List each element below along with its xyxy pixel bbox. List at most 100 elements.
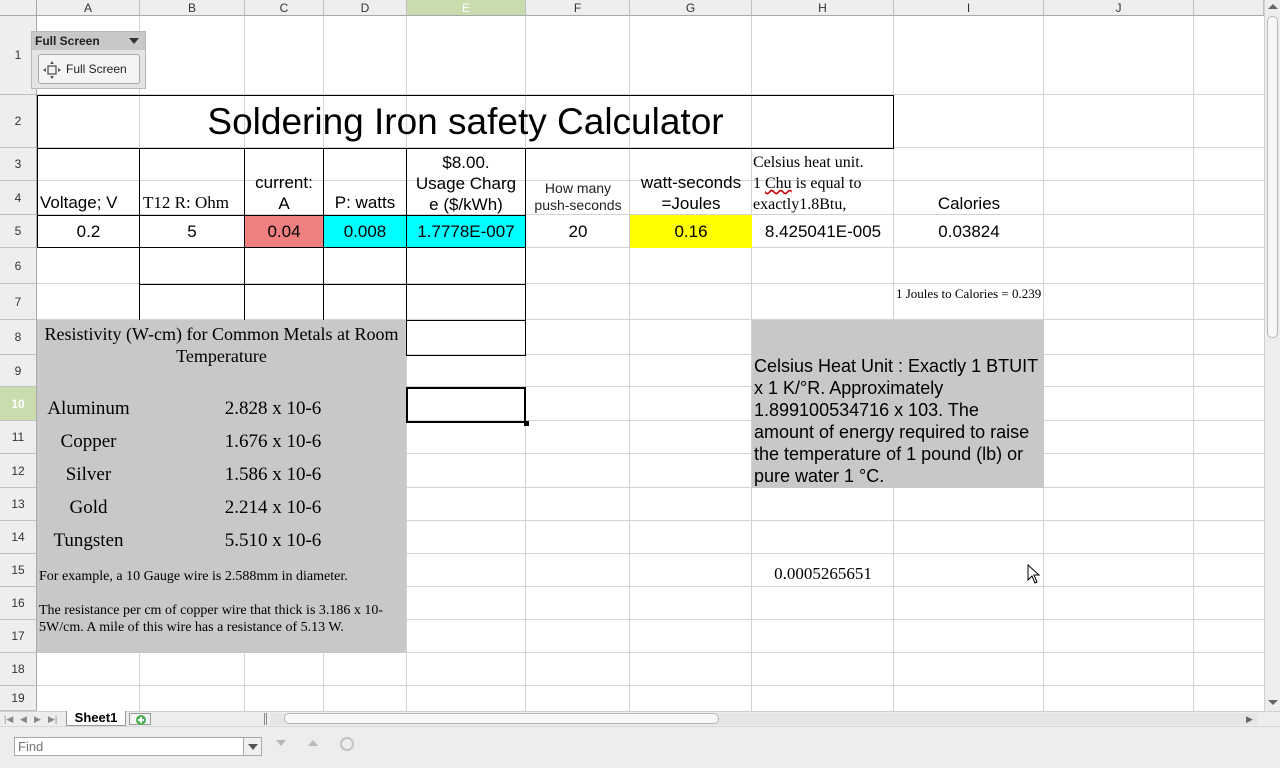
header-chu-line1: Celsius heat unit.: [753, 154, 864, 171]
column-gridline: [525, 16, 526, 711]
metal-name: Copper: [60, 431, 117, 452]
calculator-title: Soldering Iron safety Calculator: [37, 95, 894, 149]
toolbar-menu-arrow-icon[interactable]: [129, 38, 139, 44]
mouse-pointer-icon: [1027, 564, 1041, 584]
add-sheet-button[interactable]: [129, 713, 151, 725]
scroll-up-arrow-icon[interactable]: [1268, 4, 1278, 9]
row-gridline: [37, 283, 1264, 284]
row-gridline: [37, 94, 1264, 95]
value-power[interactable]: 0.008: [323, 215, 407, 248]
column-header-h[interactable]: H: [752, 0, 894, 16]
header-voltage: Voltage; V: [37, 148, 140, 216]
row-header-17[interactable]: 17: [0, 620, 37, 653]
conversion-note: 1 Joules to Calories = 0.239: [896, 286, 1042, 301]
find-dropdown-button[interactable]: [243, 738, 261, 755]
row-gridline: [37, 386, 1264, 387]
find-previous-icon[interactable]: [308, 740, 318, 746]
row-header-13[interactable]: 13: [0, 488, 37, 521]
column-gridline: [1193, 16, 1194, 711]
selected-cell-e10[interactable]: [406, 387, 526, 423]
row-header-18[interactable]: 18: [0, 653, 37, 686]
value-current[interactable]: 0.04: [244, 215, 324, 248]
scroll-down-arrow-icon[interactable]: [1268, 700, 1278, 705]
row-header-14[interactable]: 14: [0, 521, 37, 554]
fullscreen-button[interactable]: Full Screen: [38, 54, 140, 84]
header-chu-line2-pre: 1: [753, 175, 765, 192]
empty-cell-e8[interactable]: [406, 320, 526, 356]
column-header-a[interactable]: A: [37, 0, 140, 16]
value-celsius-heat-unit[interactable]: 8.425041E-005: [764, 221, 882, 241]
header-chu-line2-post: is equal to: [791, 175, 862, 192]
empty-cell-d6[interactable]: [323, 247, 407, 285]
empty-cell-e6[interactable]: [406, 247, 526, 285]
horizontal-scroll-thumb[interactable]: [284, 713, 719, 724]
header-usage-line2: Usage Charg: [415, 174, 517, 193]
first-sheet-icon[interactable]: |◀: [4, 714, 14, 724]
metal-resistivity-value: 2.828 x 10-6: [224, 398, 322, 419]
empty-cell-d7[interactable]: [323, 284, 407, 321]
value-push-seconds[interactable]: 20: [568, 221, 588, 241]
vertical-scroll-thumb[interactable]: [1267, 16, 1278, 338]
row-header-11[interactable]: 11: [0, 421, 37, 454]
column-header-f[interactable]: F: [526, 0, 630, 16]
vertical-scrollbar[interactable]: [1264, 0, 1280, 711]
column-header-j[interactable]: J: [1044, 0, 1194, 16]
column-header-c[interactable]: C: [245, 0, 324, 16]
row-header-16[interactable]: 16: [0, 587, 37, 620]
row-header-12[interactable]: 12: [0, 454, 37, 488]
header-chu-word: Chu: [765, 175, 792, 192]
column-header-k[interactable]: [1194, 0, 1264, 16]
column-header-b[interactable]: B: [140, 0, 245, 16]
fill-handle[interactable]: [524, 421, 529, 426]
last-sheet-icon[interactable]: ▶|: [48, 714, 58, 724]
select-all-corner[interactable]: [0, 0, 37, 16]
column-header-e[interactable]: E: [407, 0, 526, 16]
find-next-icon[interactable]: [276, 740, 286, 746]
find-all-icon[interactable]: [340, 737, 354, 751]
value-usage-charge[interactable]: 1.7778E-007: [406, 215, 526, 248]
row-gridline: [37, 214, 1264, 215]
value-voltage[interactable]: 0.2: [37, 215, 140, 248]
row-header-19[interactable]: 19: [0, 686, 37, 711]
row-header-15[interactable]: 15: [0, 554, 37, 587]
find-field[interactable]: [14, 737, 262, 756]
tab-scrollbar-splitter[interactable]: [264, 713, 267, 725]
row-header-9[interactable]: 9: [0, 355, 37, 387]
empty-cell-c7[interactable]: [244, 284, 324, 321]
row-header-5[interactable]: 5: [0, 215, 37, 248]
resistivity-block: Resistivity (W-cm) for Common Metals at …: [37, 320, 406, 653]
find-input[interactable]: [15, 738, 241, 755]
header-push-line2: push-seconds: [534, 197, 622, 213]
row-header-2[interactable]: 2: [0, 95, 37, 148]
column-header-g[interactable]: G: [630, 0, 752, 16]
fullscreen-icon: [43, 61, 61, 79]
empty-cell-b7[interactable]: [139, 284, 245, 321]
row-header-10[interactable]: 10: [0, 387, 37, 421]
next-sheet-icon[interactable]: ▶: [34, 714, 41, 724]
value-h15[interactable]: 0.0005265651: [774, 563, 872, 583]
empty-cell-e7[interactable]: [406, 284, 526, 321]
row-header-7[interactable]: 7: [0, 284, 37, 320]
scroll-right-arrow-icon[interactable]: ▶: [1246, 714, 1253, 724]
column-header-d[interactable]: D: [324, 0, 407, 16]
row-header-8[interactable]: 8: [0, 320, 37, 355]
horizontal-scrollbar[interactable]: [270, 713, 1258, 725]
column-header-i[interactable]: I: [894, 0, 1044, 16]
column-gridline: [751, 16, 752, 711]
empty-cell-b6[interactable]: [139, 247, 245, 285]
row-header-4[interactable]: 4: [0, 181, 37, 215]
sheet-tab-sheet1[interactable]: Sheet1: [66, 711, 126, 726]
empty-cell-c6[interactable]: [244, 247, 324, 285]
value-calories[interactable]: 0.03824: [938, 221, 1000, 241]
row-gridline: [37, 652, 1264, 653]
row-gridline: [37, 619, 1264, 620]
row-header-6[interactable]: 6: [0, 248, 37, 284]
prev-sheet-icon[interactable]: ◀: [20, 714, 27, 724]
fullscreen-toolbar-titlebar[interactable]: Full Screen: [32, 32, 145, 50]
value-joules[interactable]: 0.16: [630, 215, 752, 248]
row-gridline: [37, 147, 1264, 148]
row-header-3[interactable]: 3: [0, 148, 37, 181]
fullscreen-button-label: Full Screen: [66, 62, 127, 76]
value-resistance[interactable]: 5: [139, 215, 245, 248]
